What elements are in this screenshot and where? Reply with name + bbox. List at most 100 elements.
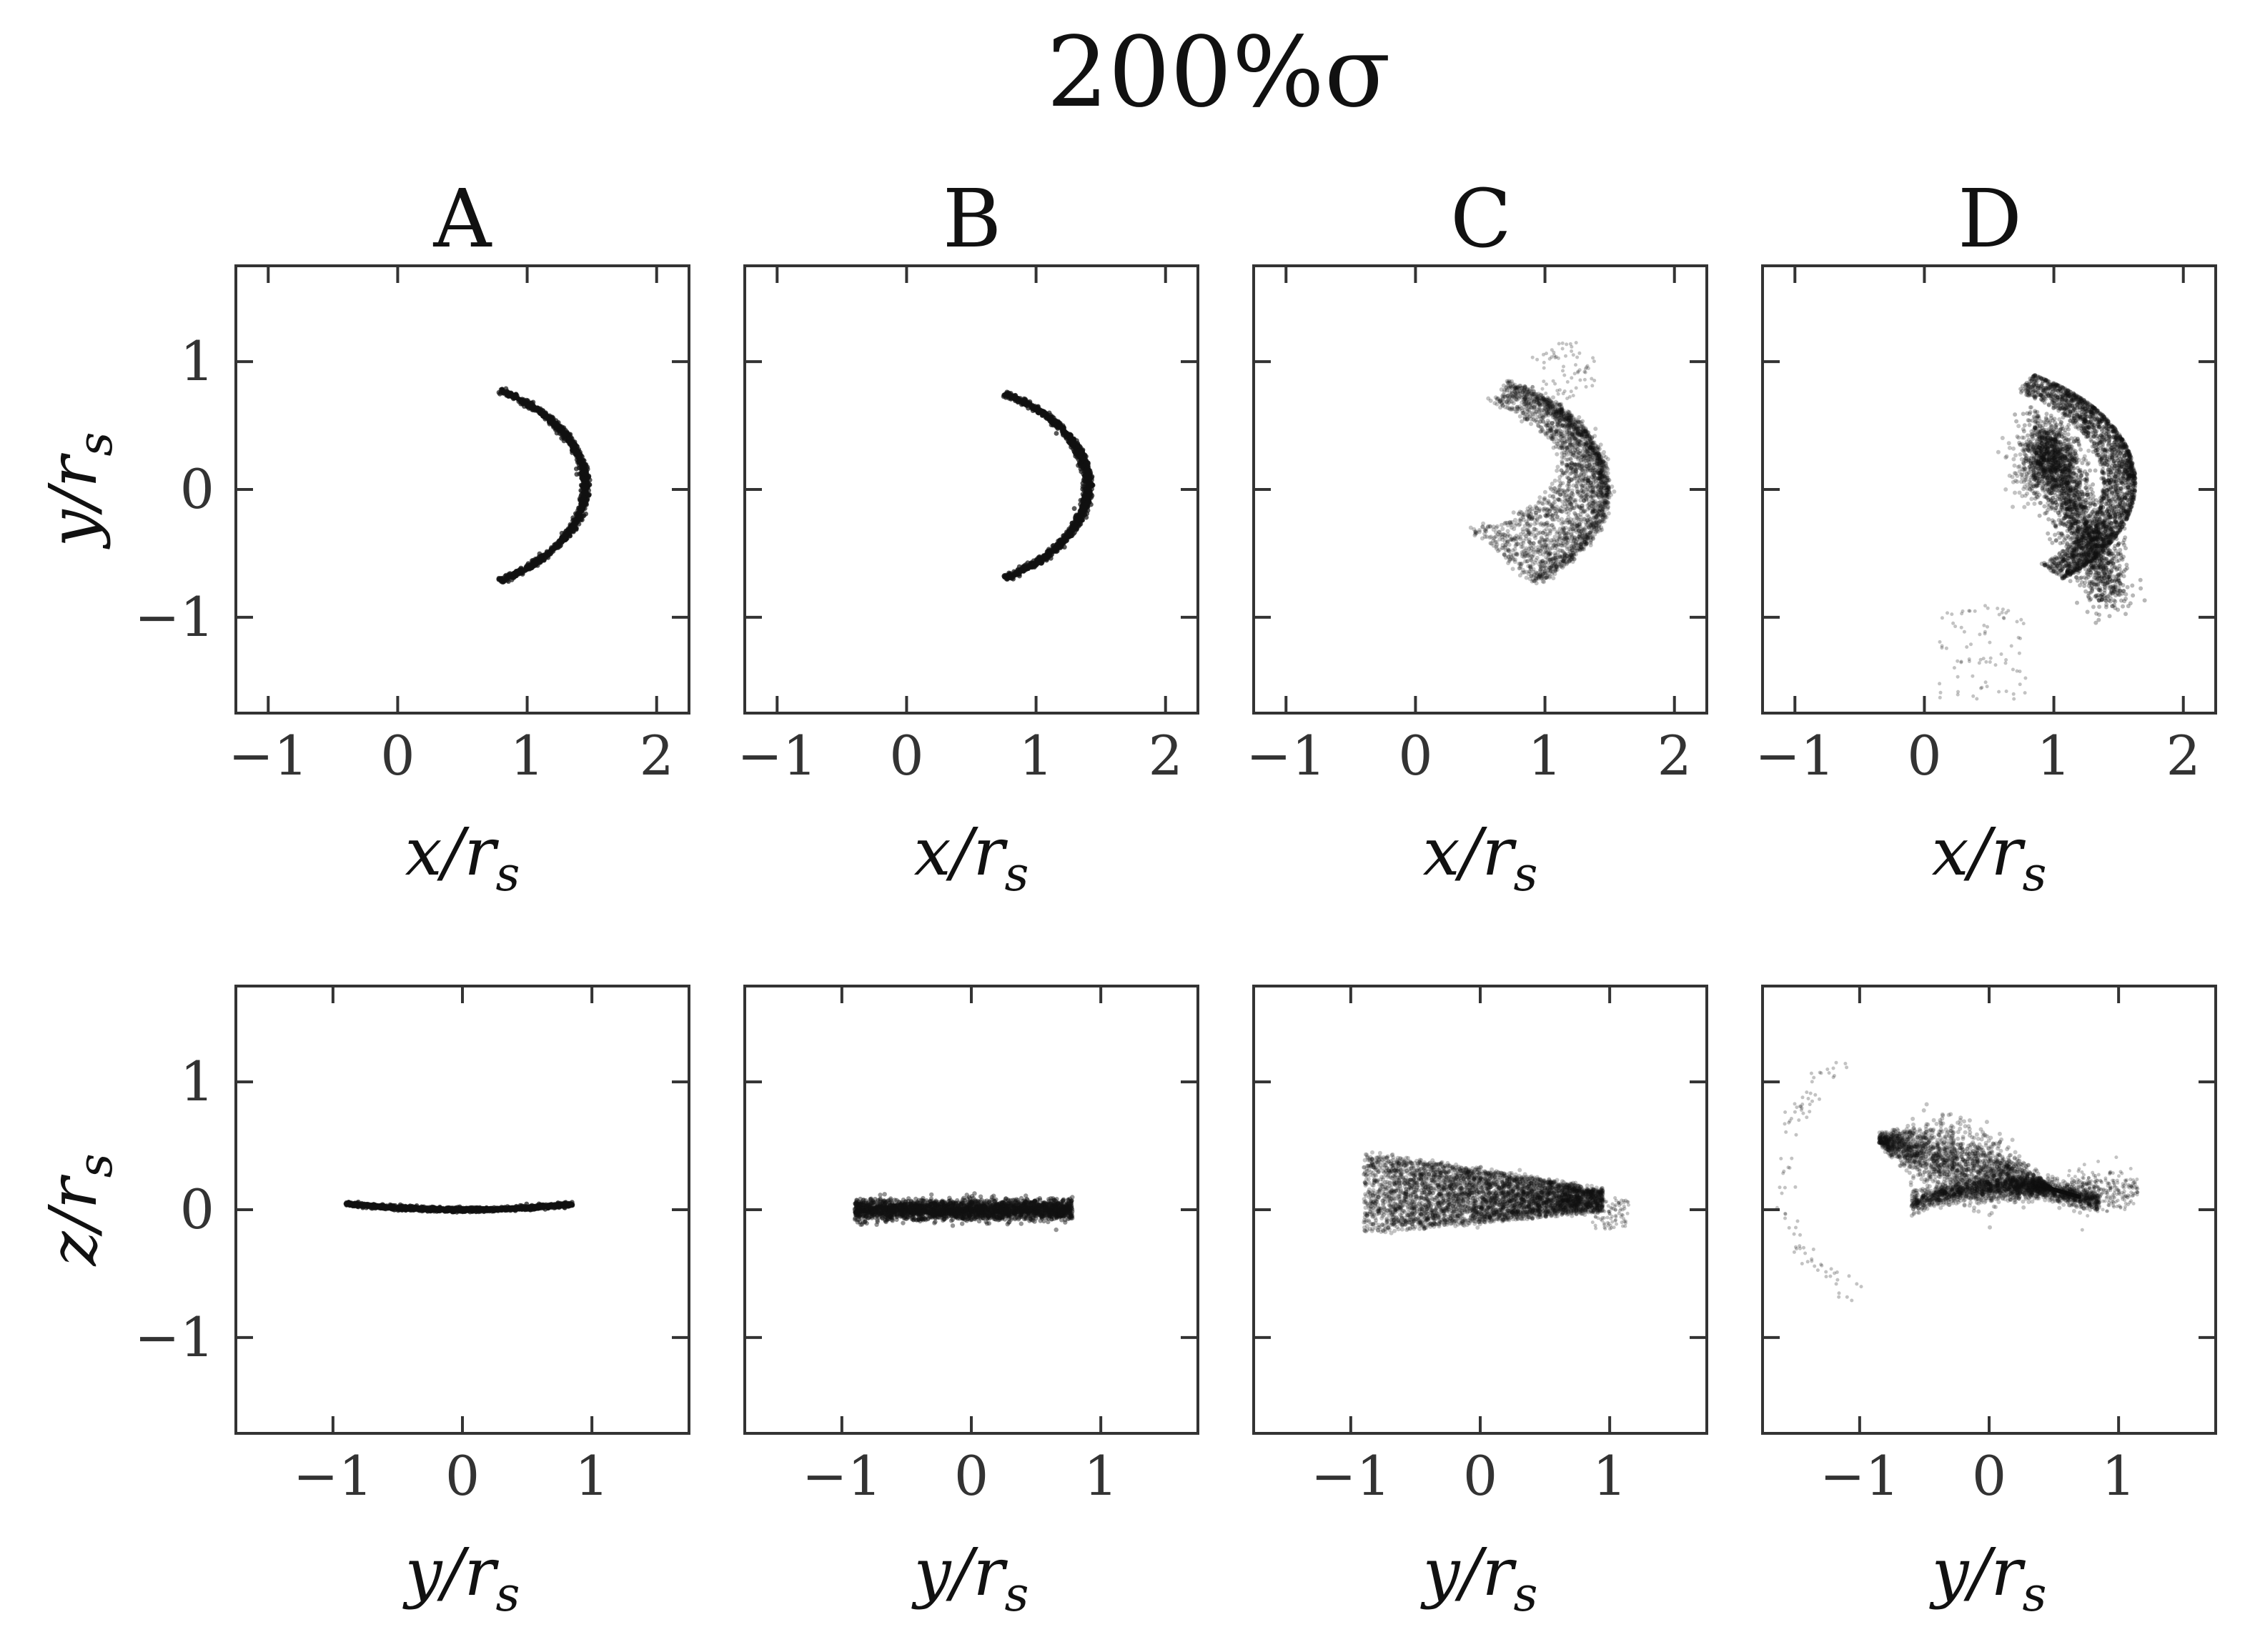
scatter-point: [559, 534, 565, 539]
x-tick-label: 0: [380, 724, 415, 787]
scatter-point: [1588, 440, 1593, 445]
scatter-point: [1602, 515, 1607, 520]
scatter-point: [1054, 422, 1060, 427]
scatter-point: [1555, 468, 1560, 473]
scatter-point: [1554, 559, 1558, 564]
scatter-point: [1602, 469, 1607, 473]
scatter-point: [1500, 527, 1505, 532]
scatter-point: [1534, 417, 1539, 422]
scatter-point: [1542, 489, 1547, 494]
scatter-point: [530, 564, 536, 569]
scatter-point: [1524, 536, 1529, 541]
scatter-point: [1550, 404, 1555, 409]
scatter-point: [1604, 499, 1608, 504]
scatter-point: [1565, 452, 1570, 457]
scatter-point: [1489, 534, 1493, 539]
scatter-point: [1512, 535, 1517, 540]
scatter-point: [1577, 442, 1582, 447]
scatter-point: [1568, 495, 1573, 500]
scatter-point: [1076, 443, 1081, 449]
scatter-point: [1584, 469, 1588, 474]
scatter-point: [1551, 576, 1556, 581]
column-title-a: A: [433, 173, 492, 266]
x-axis-label: x/rs: [914, 814, 1029, 902]
scatter-point: [579, 508, 585, 513]
scatter-point: [1031, 558, 1036, 564]
scatter-point: [1560, 409, 1564, 414]
scatter-point: [1551, 525, 1556, 530]
scatter-point: [1085, 479, 1091, 485]
scatter-point: [1588, 454, 1593, 459]
scatter-point: [497, 392, 502, 397]
scatter-point: [1553, 552, 1558, 557]
scatter-point: [1529, 541, 1534, 546]
scatter-point: [1493, 395, 1498, 400]
scatter-point: [1564, 537, 1569, 542]
scatter-point: [573, 452, 578, 457]
scatter-point: [1537, 495, 1542, 500]
scatter-point: [1084, 487, 1089, 493]
scatter-point: [1537, 499, 1542, 504]
scatter-point: [1516, 535, 1521, 539]
scatter-point: [1579, 494, 1584, 499]
scatter-point: [1532, 405, 1537, 410]
scatter-point: [1494, 539, 1499, 544]
scatter-point: [1550, 517, 1555, 522]
scatter-point: [1565, 448, 1570, 453]
scatter-point: [532, 559, 537, 564]
scatter-point: [1500, 545, 1505, 550]
panel-top-c: −1 0 1 2x/rs: [1246, 264, 1708, 902]
scatter-point: [1598, 499, 1603, 504]
scatter-point: [1537, 399, 1541, 404]
scatter-point: [1488, 398, 1493, 403]
scatter-point: [1542, 406, 1547, 411]
scatter-point: [1584, 449, 1589, 454]
scatter-point: [1540, 559, 1545, 563]
scatter-point: [1084, 474, 1090, 480]
scatter-point: [1016, 397, 1021, 402]
scatter-point: [1540, 576, 1545, 581]
scatter-point: [1565, 487, 1570, 492]
scatter-point: [1529, 545, 1534, 550]
y-tick-label: 1: [180, 329, 214, 393]
scatter-point: [1580, 467, 1585, 472]
scatter-point: [1542, 563, 1547, 568]
scatter-point: [1595, 489, 1600, 494]
scatter-point: [1564, 507, 1569, 512]
y-tick-label: −1: [134, 585, 214, 649]
scatter-point: [1544, 575, 1549, 580]
panel-top-b: −1 0 1 2x/rs: [737, 264, 1199, 902]
scatter-point: [1575, 489, 1580, 494]
scatter-point: [1480, 536, 1485, 541]
scatter-point: [1505, 402, 1510, 407]
scatter-point: [1588, 543, 1593, 547]
x-tick-label: 2: [1149, 724, 1183, 787]
scatter-point: [1084, 465, 1090, 471]
scatter-point: [1510, 394, 1515, 399]
scatter-point: [1569, 457, 1573, 462]
scatter-point: [1066, 528, 1072, 534]
scatter-point: [1593, 427, 1598, 432]
scatter-point: [1073, 452, 1079, 457]
scatter-point: [1068, 433, 1074, 438]
scatter-point: [1510, 567, 1515, 572]
scatter-point: [1522, 512, 1527, 517]
scatter-point: [1542, 496, 1547, 500]
scatter-point: [1580, 478, 1585, 483]
scatter-point: [1048, 555, 1054, 561]
scatter-point: [1532, 534, 1537, 538]
scatter-point: [1472, 527, 1477, 532]
scatter-point: [1580, 539, 1585, 544]
scatter-point: [1550, 429, 1554, 434]
scatter-point: [1545, 431, 1550, 436]
scatter-point: [1545, 419, 1550, 423]
scatter-point: [1593, 519, 1598, 524]
scatter-point: [1589, 528, 1594, 533]
scatter-point: [1507, 407, 1512, 412]
scatter-point: [1561, 440, 1565, 445]
scatter-point: [1562, 429, 1567, 434]
scatter-point: [1059, 429, 1065, 434]
scatter-point: [585, 483, 590, 489]
scatter-point: [1557, 530, 1562, 535]
scatter-point: [1520, 388, 1525, 393]
